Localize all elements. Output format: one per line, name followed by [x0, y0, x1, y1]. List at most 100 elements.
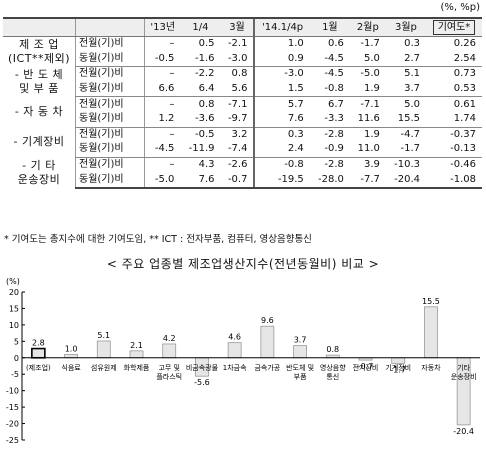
- category-label: 기계장비: [385, 363, 411, 372]
- category-label: 비금속광물: [186, 363, 219, 372]
- table-cell: 0.5: [198, 38, 215, 50]
- data-label: 2.8: [32, 339, 45, 348]
- table-cell: -0.8: [309, 81, 350, 98]
- data-label: -1.7: [390, 365, 406, 374]
- row-label: 전월(기)비: [75, 66, 145, 82]
- table-cell: -2.8: [324, 159, 344, 171]
- col-header: '14.1/4p: [253, 17, 310, 37]
- table-cell: 0.6: [328, 38, 344, 50]
- row-label: 동월(기)비: [75, 111, 145, 128]
- data-label: -0.7: [358, 362, 374, 371]
- table-cell: 7.6: [253, 111, 310, 128]
- table-cell: -3.0: [253, 66, 310, 82]
- table-cell: –: [144, 96, 181, 112]
- col-header: '13년: [144, 17, 181, 37]
- bar-chart: (%) 20 15 10 5 0 -5 -10 -15 -20 -25 2.8 (제조업) 1.0 식음…: [6, 277, 480, 445]
- table-cell: 3.7: [385, 81, 426, 98]
- category-line: 운송장비: [17, 172, 61, 186]
- category-label: 전기장비: [353, 363, 379, 372]
- bar: [31, 347, 46, 359]
- table-cell: –: [144, 66, 181, 82]
- table-cell: 1.0: [253, 36, 310, 52]
- data-label: 5.1: [97, 331, 110, 340]
- row-label: 전월(기)비: [75, 96, 145, 112]
- y-tick-label: 0: [14, 354, 19, 363]
- table-cell: 0.53: [426, 81, 482, 98]
- table-cell: 6.7: [328, 98, 344, 110]
- table-cell: 5.7: [253, 96, 310, 112]
- table-cell: -4.7: [400, 128, 420, 140]
- col-header: 2월p: [349, 17, 386, 37]
- y-tick-label: 20: [9, 288, 19, 297]
- category-label: - 자 동 차: [3, 97, 76, 127]
- table-cell: 4.3: [198, 159, 215, 171]
- table-row: 동월(기)비 -4.5 -11.9 -7.4 2.4 -0.9 11.0 -1.7 -0.13: [3, 142, 482, 158]
- table-cell: -3.3: [309, 111, 350, 128]
- table-cell: –: [144, 36, 181, 52]
- table-cell: -11.9: [180, 142, 221, 158]
- table-cell: -20.4: [385, 172, 426, 189]
- table-cell: -0.7: [220, 172, 255, 189]
- col-header: 1월: [309, 17, 350, 37]
- table-row: - 기 타 운송장비 전월(기)비 –4.3 -2.6 -0.8 -2.8 3.9 -10.3-…: [3, 157, 482, 186]
- unit-label: (%, %p): [440, 2, 480, 13]
- bars: [31, 306, 471, 426]
- table-cell: 5.0: [349, 51, 386, 68]
- y-tick-label: -5: [11, 370, 19, 379]
- category-line: 및 부 품: [19, 81, 59, 95]
- bar: [227, 342, 242, 359]
- table-cell: 0.9: [253, 51, 310, 68]
- table-cell: -9.7: [220, 111, 255, 128]
- table-cell: -0.46: [450, 159, 476, 171]
- table-cell: -5.0: [360, 68, 380, 80]
- category-line: - 반 도 체: [14, 67, 64, 81]
- table-cell: -1.08: [426, 172, 482, 189]
- category-label: 화학제품: [124, 363, 150, 372]
- footnote: * 기여도는 총지수에 대한 기여도임, ** ICT : 전자부품, 컴퓨터,…: [4, 234, 312, 245]
- category-line: - 자 동 차: [14, 104, 64, 118]
- table-cell: 2.54: [426, 51, 482, 68]
- y-unit-label: (%): [6, 277, 20, 286]
- y-ticks: 20 15 10 5 0 -5 -10 -15 -20 -25: [6, 288, 25, 445]
- table-cell: -0.37: [450, 128, 476, 140]
- table-cell: 1.5: [253, 81, 310, 98]
- table-cell: 11.0: [349, 142, 386, 158]
- col-header: 3월p: [385, 17, 426, 37]
- table-cell: 11.6: [349, 111, 386, 128]
- data-label: 3.7: [294, 336, 307, 345]
- table-cell: 0.8: [198, 98, 215, 110]
- table-cell: -1.7: [360, 38, 380, 50]
- table-cell: 3.2: [231, 128, 248, 140]
- row-label: 동월(기)비: [75, 51, 145, 68]
- table-cell: -10.3: [394, 159, 420, 171]
- chart-title: < 주요 업종별 제조업생산지수(전년동월비) 비교 >: [106, 257, 380, 271]
- table-cell: -0.5: [194, 128, 215, 140]
- table-cell: 2.4: [253, 142, 310, 158]
- row-label: 전월(기)비: [75, 127, 145, 143]
- table-cell: -4.5: [144, 142, 181, 158]
- y-tick-label: 5: [14, 337, 19, 346]
- table-cell: 0.73: [453, 68, 476, 80]
- data-label: 9.6: [261, 316, 274, 325]
- bar: [424, 306, 438, 359]
- bar: [293, 345, 307, 359]
- category-label: (제조업): [26, 364, 51, 372]
- table-cell: -1.6: [180, 51, 221, 68]
- table-cell: -7.1: [227, 98, 248, 110]
- category-label: - 기계장비: [3, 127, 76, 157]
- table-header-row: '13년 1/4 3월 '14.1/4p 1월 2월p 3월p 기여도*: [3, 17, 482, 37]
- table-row: - 기계장비 전월(기)비 – -0.5 3.2 0.3 -2.8 1.9 -4.7 -0.37: [3, 127, 482, 148]
- table-cell: 5.1: [404, 68, 420, 80]
- table-row: 동월(기)비 6.6 6.4 5.6 1.5 -0.8 1.9 3.7 0.53: [3, 81, 482, 98]
- row-label: 동월(기)비: [75, 172, 145, 189]
- table-cell: 0.3: [253, 127, 310, 143]
- table-cell: 2.7: [385, 51, 426, 68]
- bar: [96, 340, 111, 359]
- table-cell: -0.8: [253, 157, 310, 173]
- table-cell: 0.26: [453, 38, 476, 50]
- table-cell: -7.7: [349, 172, 386, 189]
- data-label: 2.1: [130, 341, 143, 350]
- table-cell: -0.13: [426, 142, 482, 158]
